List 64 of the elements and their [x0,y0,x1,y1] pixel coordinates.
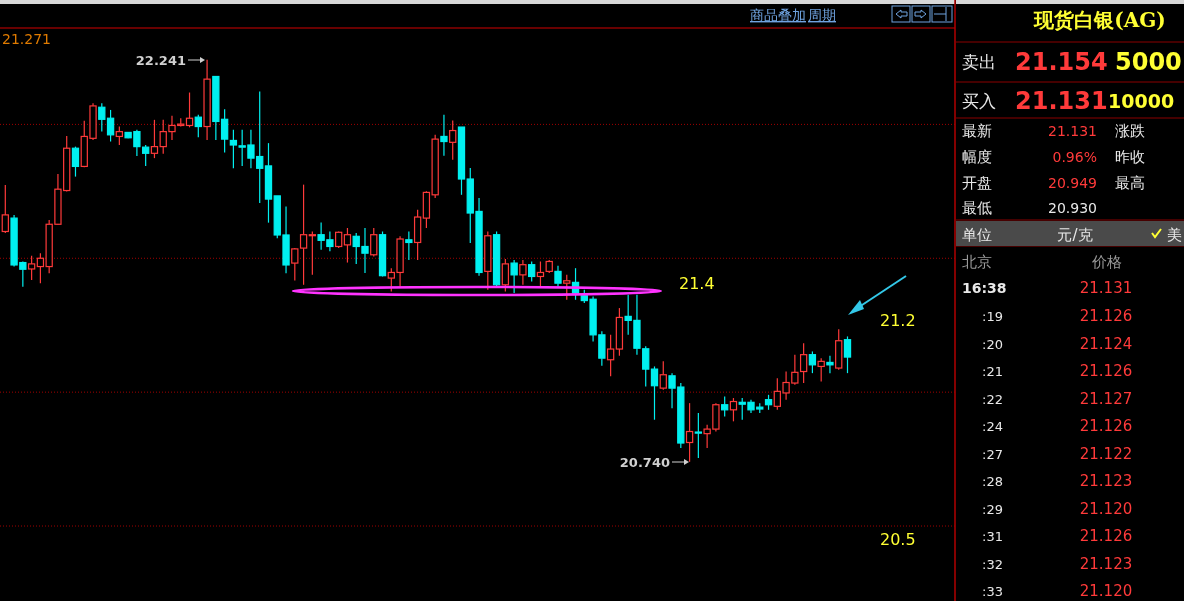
text: 21.131 [1079,279,1133,297]
text: 21.123 [1079,554,1133,573]
text: 最高 [1115,174,1145,192]
candlestick [554,265,562,287]
candlestick [510,259,518,294]
text: 元/克 [1057,226,1093,244]
text: 周期 [808,7,836,23]
text: :32 [982,556,1003,572]
text: 单位 [962,226,992,244]
text: 16:38 [962,280,1007,296]
text: 21.126 [1079,417,1133,435]
candlestick [685,402,694,463]
annotation: 22.241 [135,53,186,68]
text: :27 [982,446,1003,462]
candlestick [519,259,527,286]
text: 商品叠加 [750,7,806,23]
text: :29 [982,501,1003,517]
text: 20.930 [1048,200,1097,216]
text: :24 [982,419,1003,434]
text: 21.2 [880,311,916,330]
text: 卖出 [962,52,996,72]
annotation: 21.4 [679,274,715,293]
text: 买入 [962,91,996,111]
candlestick [694,412,703,459]
text: 0.96% [1052,149,1097,165]
text: :19 [982,309,1003,324]
annotation: 20.740 [619,455,670,470]
text: 21.126 [1079,527,1133,545]
text: 20.949 [1048,175,1097,191]
text: 开盘 [962,174,992,192]
text: 21.126 [1079,362,1133,380]
text: 北京 [962,253,992,271]
text: :33 [982,584,1003,599]
text: :21 [982,364,1003,379]
text: 最低 [962,199,992,217]
text: :31 [982,529,1003,544]
text: :28 [982,474,1003,489]
text: 21.124 [1079,334,1133,353]
text: 10000 [1108,90,1175,112]
candlestick [440,114,448,157]
text: 昨收 [1115,148,1145,166]
candlestick [405,230,413,261]
text: 涨跌 [1115,122,1145,140]
text: 21.123 [1079,472,1133,490]
annotation: 21.271 [2,31,51,47]
text: 21.131 [1015,87,1108,115]
text: 5000 [1115,48,1182,76]
text: 美 [1167,226,1182,244]
candlestick [264,142,273,224]
text: :22 [982,391,1003,407]
text: 21.120 [1079,582,1133,600]
text: 21.126 [1079,307,1133,325]
text: 21.122 [1079,444,1133,463]
candlestick [826,355,834,374]
text: 21.154 [1015,48,1108,76]
text: 21.131 [1048,123,1097,139]
text: 现货白银(AG) [1033,8,1166,32]
text: :20 [982,336,1003,352]
text: 价格 [1091,253,1122,271]
text: 20.5 [880,530,916,549]
text: 21.127 [1079,389,1133,408]
text: 21.120 [1079,499,1133,518]
text: 最新 [962,122,992,140]
text: 幅度 [962,148,992,166]
